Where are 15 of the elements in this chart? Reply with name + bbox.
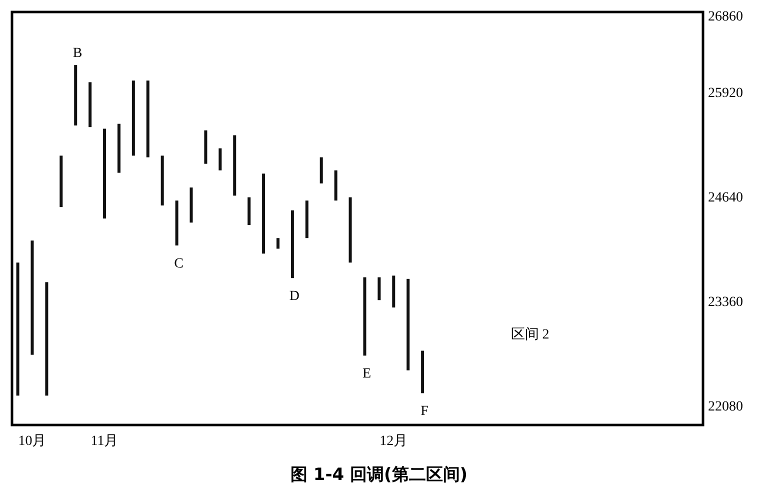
x-tick-label: 10月 — [18, 434, 46, 449]
annotation: D — [289, 289, 300, 304]
annotation: C — [174, 256, 184, 272]
annotation: F — [420, 404, 429, 420]
annotation: B — [72, 46, 82, 62]
y-tick-label: 25920 — [708, 86, 743, 101]
y-tick-label: 26860 — [708, 9, 743, 24]
text: 图 1-4 回调(第二区间) — [290, 465, 468, 485]
y-tick-label: 23360 — [708, 294, 743, 310]
y-tick-label: 24640 — [708, 190, 743, 206]
x-tick-label: 12月 — [380, 434, 408, 449]
annotation: 区间 2 — [510, 326, 550, 342]
x-tick-label: 11月 — [90, 434, 118, 449]
annotation: E — [362, 366, 372, 382]
y-tick-label: 22080 — [708, 399, 743, 414]
